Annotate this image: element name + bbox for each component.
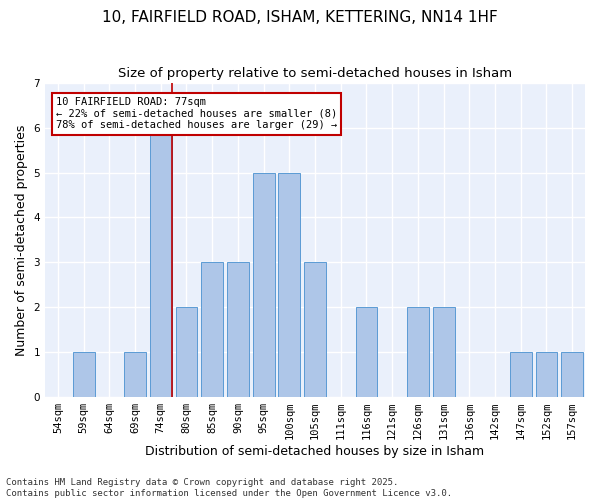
Bar (510, 352, 532, 397)
Bar (150, 128, 172, 396)
Bar (73, 352, 95, 397)
Bar (124, 352, 146, 397)
Y-axis label: Number of semi-detached properties: Number of semi-detached properties (15, 124, 28, 356)
Text: 10, FAIRFIELD ROAD, ISHAM, KETTERING, NN14 1HF: 10, FAIRFIELD ROAD, ISHAM, KETTERING, NN… (102, 10, 498, 25)
X-axis label: Distribution of semi-detached houses by size in Isham: Distribution of semi-detached houses by … (145, 444, 485, 458)
Bar (278, 172, 300, 396)
Bar (304, 262, 326, 396)
Text: Contains HM Land Registry data © Crown copyright and database right 2025.
Contai: Contains HM Land Registry data © Crown c… (6, 478, 452, 498)
Title: Size of property relative to semi-detached houses in Isham: Size of property relative to semi-detach… (118, 68, 512, 80)
Bar (407, 307, 429, 396)
Bar (253, 172, 275, 396)
Bar (561, 352, 583, 397)
Bar (176, 307, 197, 396)
Bar (227, 262, 249, 396)
Bar (356, 307, 377, 396)
Text: 10 FAIRFIELD ROAD: 77sqm
← 22% of semi-detached houses are smaller (8)
78% of se: 10 FAIRFIELD ROAD: 77sqm ← 22% of semi-d… (56, 97, 337, 130)
Bar (536, 352, 557, 397)
Bar (201, 262, 223, 396)
Bar (433, 307, 455, 396)
